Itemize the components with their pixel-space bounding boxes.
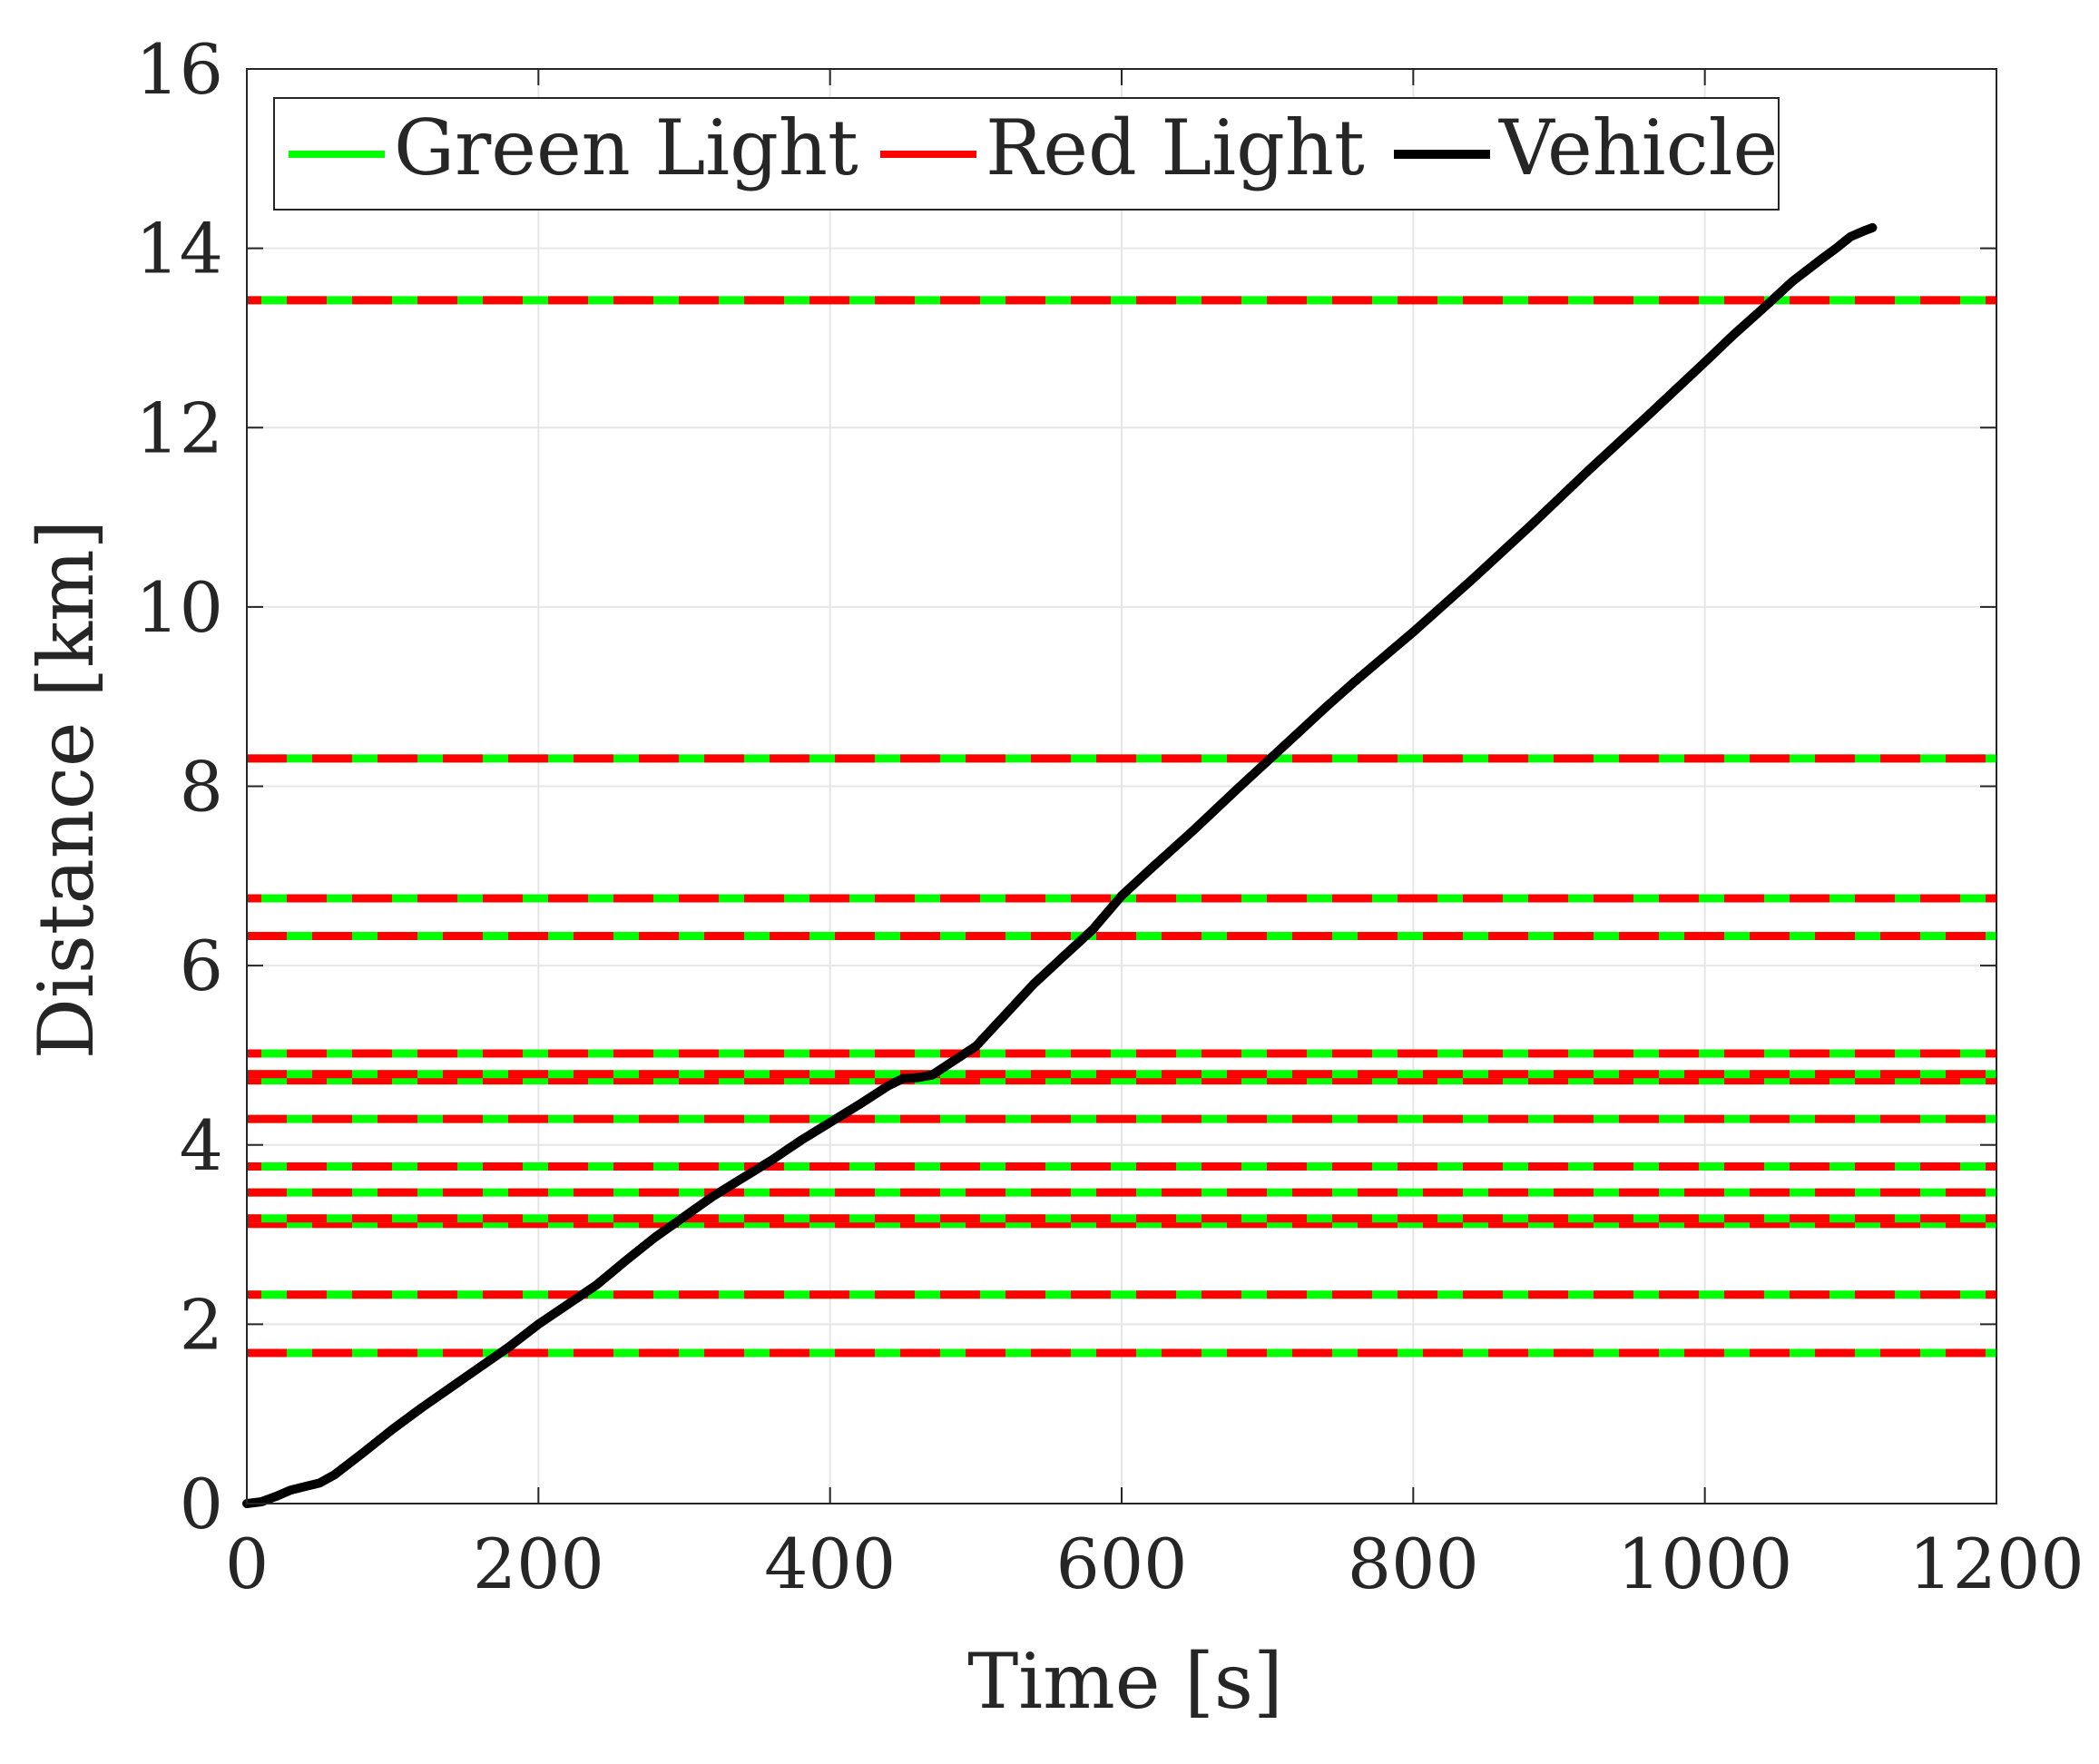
grid (246, 68, 1997, 1504)
legend-box (273, 97, 1780, 211)
vehicle-line (242, 222, 1878, 1508)
y-tick-label: 14 (135, 209, 223, 289)
x-tick-label: 1200 (1908, 1524, 2084, 1604)
y-axis-label: Distance [km] (22, 520, 111, 1060)
y-tick-label: 16 (135, 29, 223, 110)
x-tick-label: 800 (1348, 1524, 1479, 1604)
x-tick-label: 200 (473, 1524, 604, 1604)
x-tick-label: 0 (225, 1524, 269, 1604)
x-tick-label: 1000 (1617, 1524, 1792, 1604)
tick-labels: 0 200 400 600 800 1000 1200 0 2 4 6 8 10 12 14 16 (135, 29, 2084, 1604)
axis-ticks (246, 68, 1997, 1504)
traffic-light-lines (247, 296, 1996, 1357)
x-tick-label: 400 (764, 1524, 896, 1604)
y-tick-label: 8 (180, 747, 223, 828)
legend-label-green-light: Green Light (394, 103, 858, 192)
y-tick-label: 0 (180, 1464, 223, 1544)
y-tick-label: 12 (135, 387, 223, 468)
y-tick-label: 2 (180, 1284, 223, 1365)
y-tick-label: 10 (135, 567, 223, 648)
y-tick-label: 4 (180, 1105, 223, 1186)
vehicle-series (242, 222, 1878, 1508)
legend: Green Light Red Light Vehicle (273, 97, 1780, 211)
legend-label-vehicle: Vehicle (1498, 103, 1778, 192)
y-tick-label: 6 (180, 926, 223, 1006)
x-tick-label: 600 (1055, 1524, 1187, 1604)
legend-label-red-light: Red Light (986, 103, 1365, 192)
x-axis-label: Time [s] (967, 1637, 1283, 1726)
